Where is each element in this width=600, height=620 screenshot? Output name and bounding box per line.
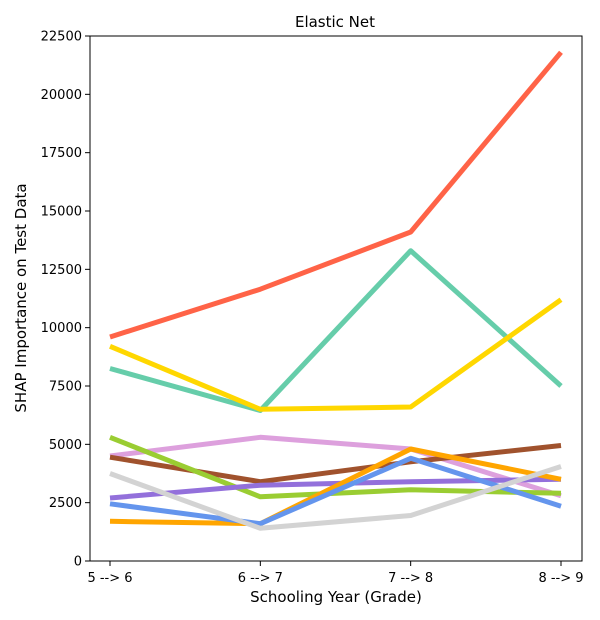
y-axis: 0 2500 5000 7500 10000 12500 15000 17500 20000 22…: [41, 30, 90, 570]
y-tick-label: 10000: [41, 321, 82, 336]
x-tick-label: 8 --> 9: [538, 571, 583, 586]
y-tick-label: 22500: [41, 30, 82, 45]
y-tick-label: 2500: [49, 496, 82, 511]
series-line-4: [109, 434, 562, 499]
y-axis-title: SHAP Importance on Test Data: [12, 183, 30, 412]
series-line-8: [109, 446, 562, 527]
y-tick-label: 7500: [49, 380, 82, 395]
x-axis: 5 --> 6 6 --> 7 7 --> 8 8 --> 9: [87, 561, 584, 586]
y-tick-label: 0: [74, 555, 82, 570]
series-line-10: [109, 464, 562, 531]
x-tick-label: 6 --> 7: [238, 571, 283, 586]
y-tick-label: 15000: [41, 205, 82, 220]
y-tick-label: 12500: [41, 263, 82, 278]
chart-title: Elastic Net: [295, 13, 375, 31]
x-tick-label: 5 --> 6: [87, 571, 132, 586]
series-line-3: [109, 297, 563, 412]
series-line-1: [109, 50, 563, 340]
series-line-2: [109, 248, 563, 413]
x-tick-label: 7 --> 8: [388, 571, 433, 586]
y-tick-label: 20000: [41, 88, 82, 103]
y-tick-label: 5000: [49, 438, 82, 453]
y-tick-label: 17500: [41, 146, 82, 161]
series-layer: [109, 50, 563, 531]
x-axis-title: Schooling Year (Grade): [250, 588, 422, 606]
series-line-9: [109, 455, 562, 527]
plot-frame: [89, 35, 583, 562]
